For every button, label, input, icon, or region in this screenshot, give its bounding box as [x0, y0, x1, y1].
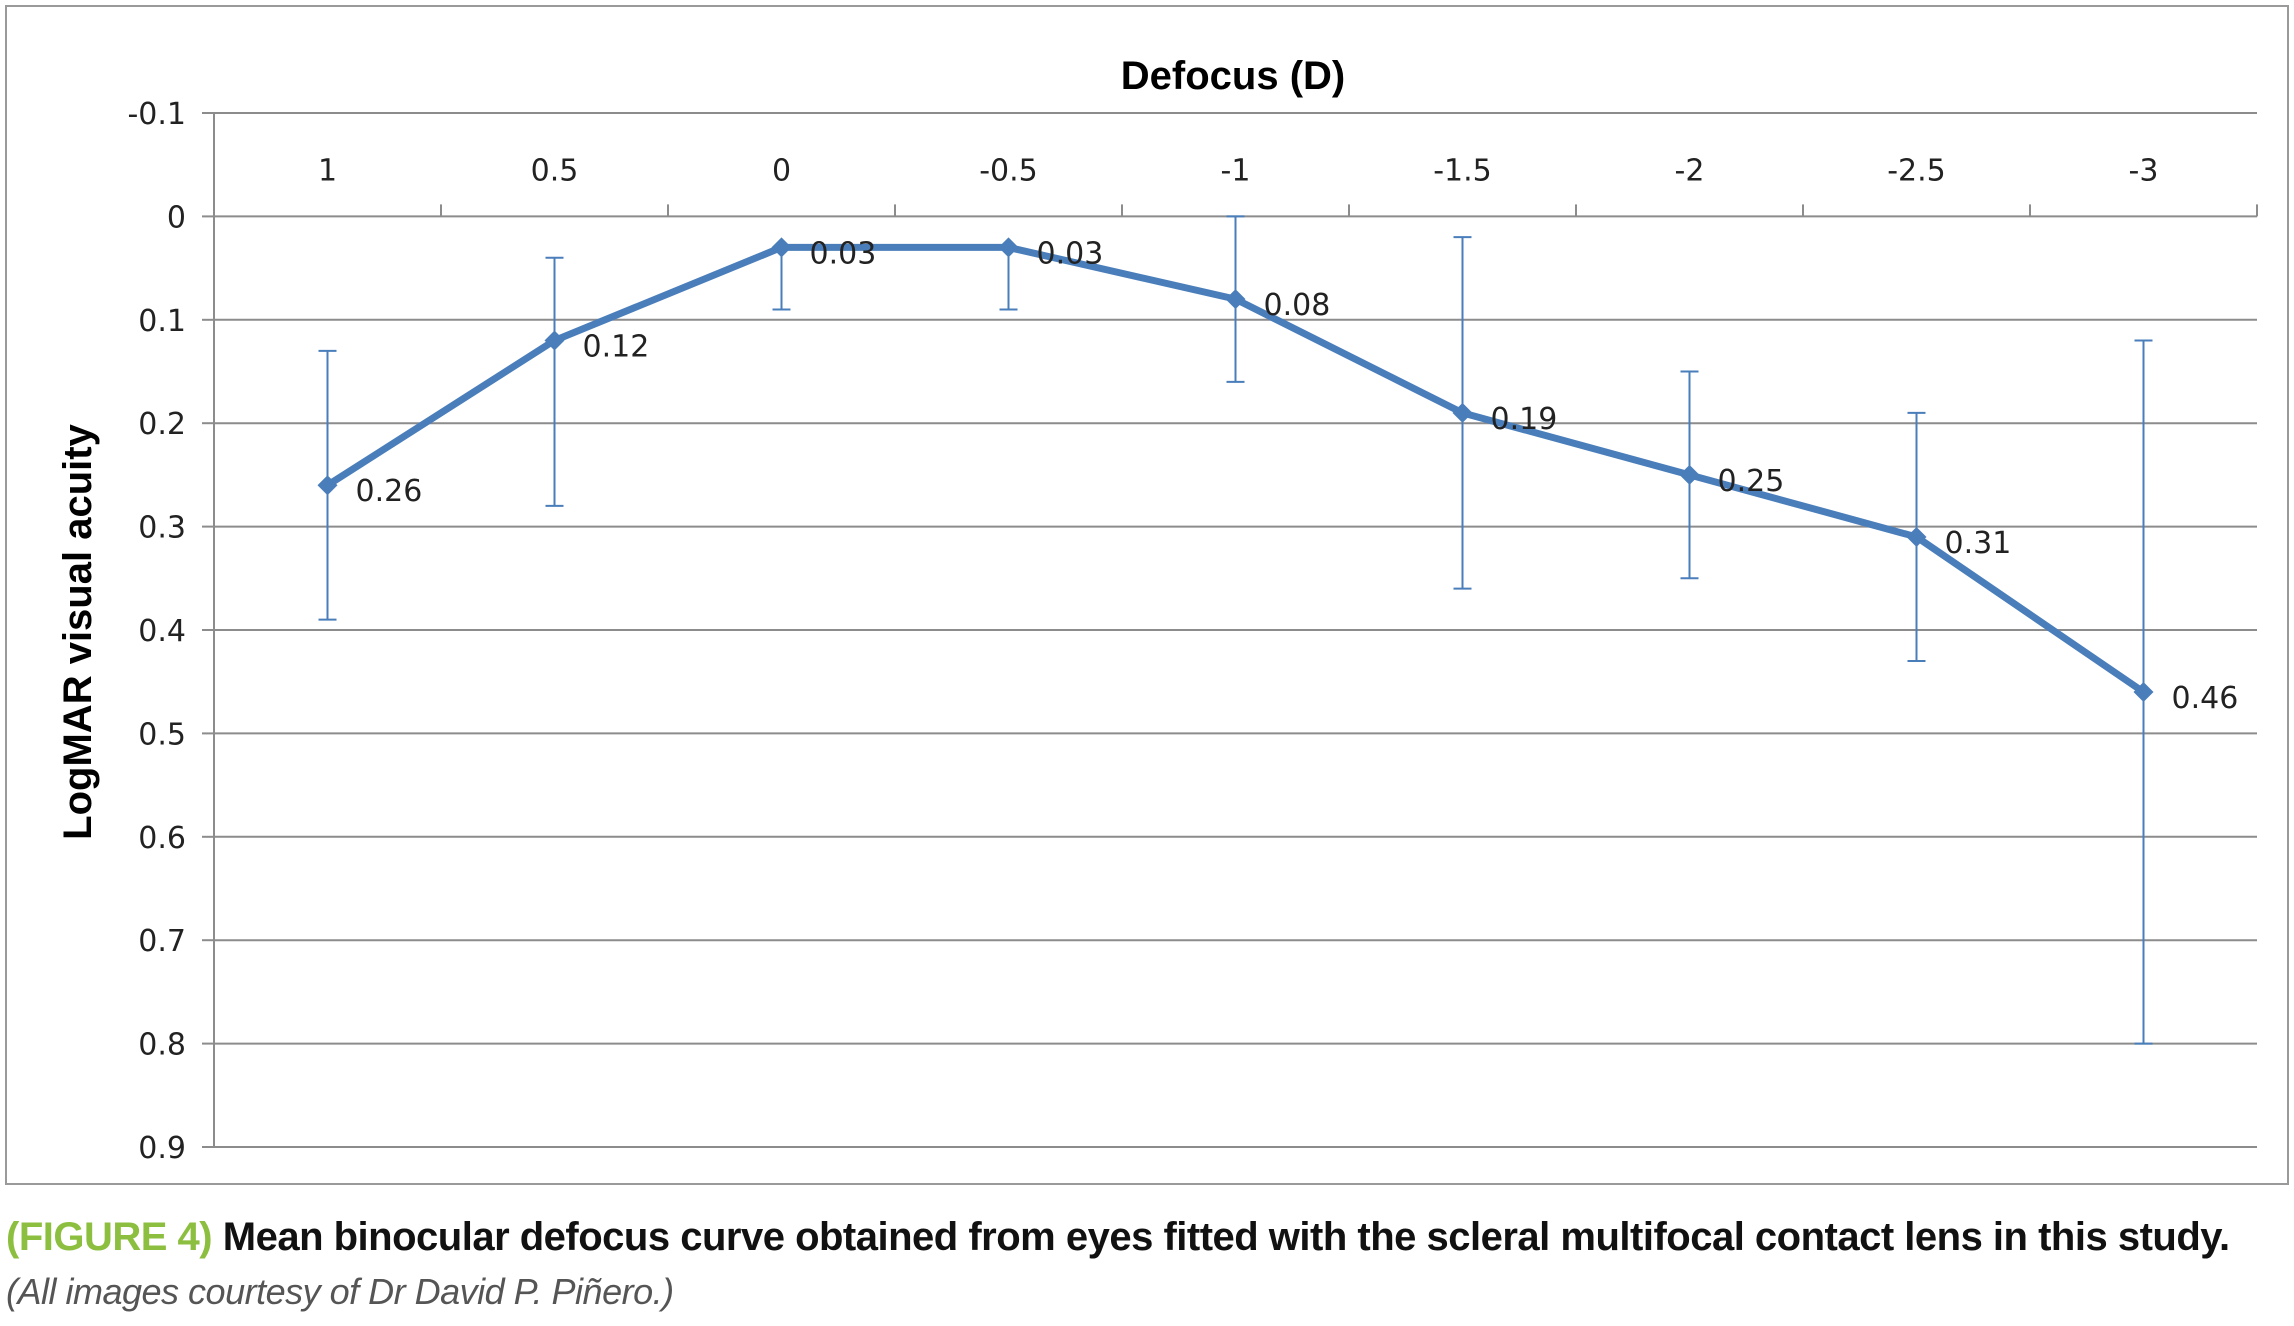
- y-tick-label: 0.7: [138, 924, 186, 959]
- x-tick-label: -1: [1221, 153, 1251, 188]
- data-point: [1906, 526, 1927, 547]
- data-label: 0.46: [2172, 681, 2239, 716]
- y-tick-label: 0.9: [138, 1131, 186, 1166]
- chart-title: Defocus (D): [1121, 54, 1345, 98]
- data-point: [2133, 682, 2154, 703]
- y-tick-label: -0.1: [127, 97, 186, 132]
- data-point: [544, 330, 565, 351]
- data-point: [1225, 289, 1246, 310]
- y-tick-label: 0.8: [138, 1028, 186, 1063]
- x-tick-label: 0: [772, 153, 791, 188]
- data-label: 0.25: [1718, 464, 1785, 499]
- y-tick-label: 0.3: [138, 511, 186, 546]
- y-tick-label: 0.6: [138, 821, 186, 856]
- x-tick-label: -0.5: [979, 153, 1038, 188]
- y-axis-label: LogMAR visual acuity: [56, 423, 100, 839]
- data-label: 0.26: [356, 474, 423, 509]
- data-point: [771, 237, 792, 258]
- data-point: [317, 475, 338, 496]
- defocus-curve-chart: 0.260.120.03 0.030.080.190.250.310.46 -0.…: [56, 54, 2258, 1166]
- data-label: 0.19: [1491, 402, 1558, 437]
- x-tick-label: -2: [1675, 153, 1705, 188]
- figure-caption: (FIGURE 4) Mean binocular defocus curve …: [6, 1210, 2276, 1319]
- data-point: [1679, 464, 1700, 485]
- y-tick-label: 0: [167, 200, 186, 235]
- y-tick-label: 0.4: [138, 614, 186, 649]
- caption-main-text: Mean binocular defocus curve obtained fr…: [222, 1215, 2230, 1259]
- figure-label: (FIGURE 4): [6, 1215, 213, 1259]
- data-label: 0.03: [1037, 236, 1104, 271]
- chart-frame: 0.26 0.12 0.03 0.03 0.08 0.19 0.25 0.31 0.46 -0.…: [5, 5, 2289, 1185]
- x-tick-label: -1.5: [1433, 153, 1492, 188]
- data-label: 0.08: [1264, 288, 1331, 323]
- data-label: 0.03: [810, 236, 877, 271]
- y-tick-label: 0.2: [138, 407, 186, 442]
- x-tick-label: 1: [318, 153, 337, 188]
- x-tick-label: -3: [2129, 153, 2159, 188]
- axis-layer: [202, 112, 2258, 1148]
- x-tick-label: 0.5: [531, 153, 579, 188]
- data-point: [1452, 402, 1473, 423]
- data-markers: [317, 237, 2154, 703]
- data-labels: 0.26 0.12 0.03 0.03 0.08 0.19 0.25 0.31 0.46: [356, 236, 2239, 716]
- caption-credit: (All images courtesy of Dr David P. Piñe…: [6, 1271, 674, 1312]
- data-point: [998, 237, 1019, 258]
- data-label: 0.12: [583, 329, 650, 364]
- tick-labels: -0.1 0 0.1 0.2 0.3 0.4 0.5 0.6 0.7 0.8 0.9 1 0.5 0 -0.…: [127, 97, 2158, 1166]
- data-label: 0.31: [1945, 526, 2012, 561]
- y-tick-label: 0.1: [138, 304, 186, 339]
- x-tick-label: -2.5: [1887, 153, 1946, 188]
- y-tick-label: 0.5: [138, 717, 186, 752]
